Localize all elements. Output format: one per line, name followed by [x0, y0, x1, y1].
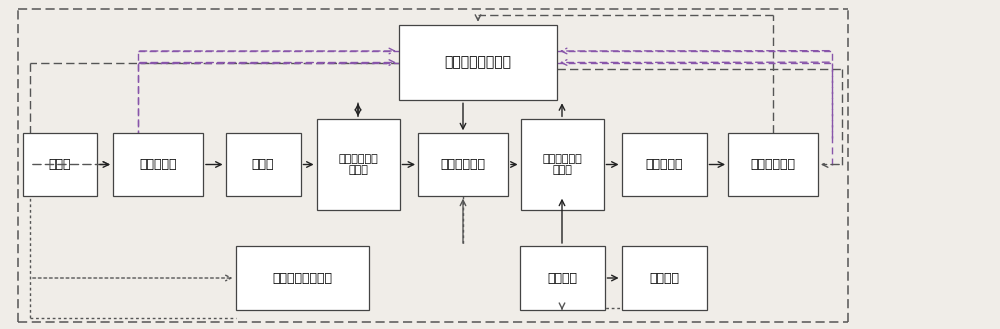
Bar [521, 119, 604, 210]
Bar [728, 133, 818, 196]
Text: 试验台架测控系统: 试验台架测控系统 [444, 56, 512, 69]
Bar [418, 133, 508, 196]
Bar [622, 246, 706, 310]
Text: 补油系统: 补油系统 [547, 271, 577, 285]
Text: 冷却系统: 冷却系统 [649, 271, 679, 285]
Text: 输入转矩转速
传感器: 输入转矩转速 传感器 [338, 154, 378, 175]
Text: 升速箱: 升速箱 [252, 158, 274, 171]
Text: 电磁离合器: 电磁离合器 [139, 158, 177, 171]
Bar [113, 133, 203, 196]
Text: 输出转矩转速
传感器: 输出转矩转速 传感器 [542, 154, 582, 175]
Text: 泵控马达系统: 泵控马达系统 [440, 158, 486, 171]
Text: 摩擦离合器: 摩擦离合器 [645, 158, 683, 171]
Bar [520, 246, 605, 310]
Bar [226, 133, 300, 196]
Text: 阻力加载系统: 阻力加载系统 [750, 158, 796, 171]
Bar [316, 119, 400, 210]
Bar [23, 133, 97, 196]
Bar [236, 246, 368, 310]
Text: 发动机: 发动机 [49, 158, 71, 171]
Bar [399, 25, 557, 100]
Text: 电液比例伺服系统: 电液比例伺服系统 [272, 271, 332, 285]
Bar [622, 133, 706, 196]
